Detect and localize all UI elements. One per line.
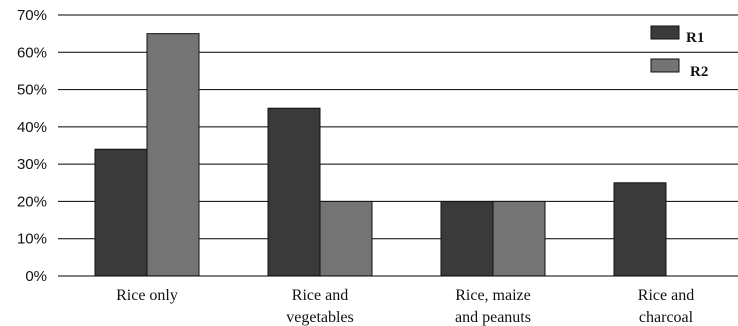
legend-label-r2: R2 xyxy=(690,64,708,80)
bar-r2-1 xyxy=(319,200,373,277)
x-category-label: charcoal xyxy=(639,309,694,326)
x-category-label: Rice and xyxy=(292,287,348,304)
x-axis-categories: Rice only Rice and vegetables Rice, maize an… xyxy=(116,287,694,326)
y-tick-label: 60% xyxy=(17,44,47,61)
y-tick-label: 30% xyxy=(17,156,47,173)
legend-swatch-r2 xyxy=(650,58,680,73)
legend-label-r1: R1 xyxy=(686,30,704,46)
bar-r1-0 xyxy=(94,148,148,277)
x-category-label: vegetables xyxy=(286,309,354,326)
y-tick-label: 40% xyxy=(17,119,47,136)
y-tick-label: 0% xyxy=(25,268,47,285)
y-axis-ticks: 0% 10% 20% 30% 40% 50% 60% 70% xyxy=(17,7,47,285)
y-tick-label: 20% xyxy=(17,193,47,210)
bar-r1-1 xyxy=(267,107,321,277)
legend-swatch-r1 xyxy=(650,25,680,40)
bar-r1-2 xyxy=(440,200,494,277)
x-category-label: Rice only xyxy=(116,287,178,304)
bar-r2-2 xyxy=(492,200,546,277)
y-tick-label: 50% xyxy=(17,82,47,99)
x-category-label: Rice, maize xyxy=(455,287,531,304)
bar-r1-3 xyxy=(613,182,667,277)
bar-r2-0 xyxy=(146,33,200,277)
x-category-label: and peanuts xyxy=(455,309,531,326)
legend: R1 R2 xyxy=(650,25,708,80)
y-tick-label: 70% xyxy=(17,7,47,24)
y-tick-label: 10% xyxy=(17,231,47,248)
bars xyxy=(94,33,667,277)
x-category-label: Rice and xyxy=(638,287,694,304)
